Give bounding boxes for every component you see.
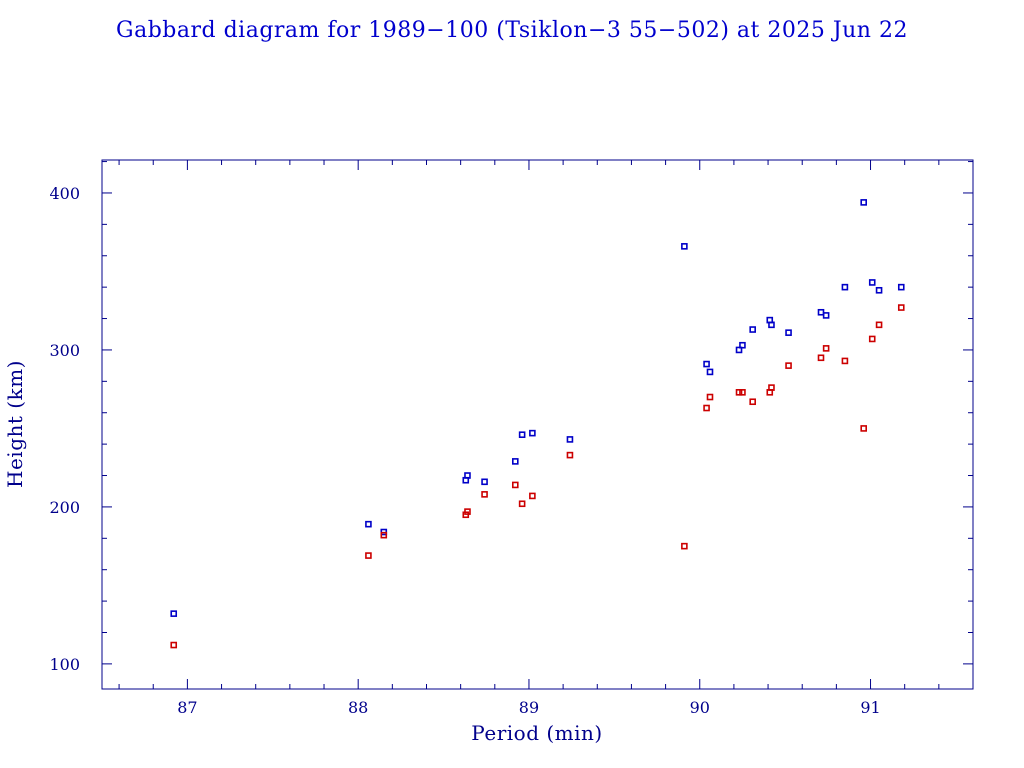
perigee-point [464,508,471,515]
perigee-point [681,542,688,550]
perigee-point [511,481,519,489]
apogee-point [875,286,883,294]
perigee-point [735,389,743,396]
perigee-point [749,398,756,406]
apogee-point [768,321,775,329]
perigee-point [529,492,536,500]
apogee-point [170,610,178,617]
perigee-point [897,304,905,311]
perigee-point [518,500,526,508]
apogee-point [464,472,471,479]
x-axis: 87 88 89 90 91 [118,160,974,717]
perigee-point [860,425,867,432]
apogee-point [817,308,825,316]
x-tick-label: 91 [860,698,880,717]
plot-frame [101,159,974,690]
perigee-point [875,321,883,329]
apogee-point [706,368,714,376]
chart-title: Gabbard diagram for 1989−100 (Tsiklon−3 … [116,18,908,43]
perigee-point [566,451,574,459]
x-tick-label: 90 [690,698,710,717]
apogee-point [703,360,710,368]
apogee-point [739,341,746,349]
data-points [170,199,905,649]
y-tick-label: 300 [49,341,80,360]
perigee-point [481,491,488,498]
perigee-point [365,552,372,559]
perigee-point [817,354,825,362]
x-tick-label: 89 [519,698,539,717]
perigee-point [841,357,849,365]
apogee-point [868,279,876,286]
y-tick-label: 400 [49,184,80,203]
perigee-point [380,531,388,539]
apogee-point [681,243,688,250]
apogee-point [785,329,792,336]
apogee-point [735,346,743,354]
perigee-point [739,389,746,396]
x-axis-label: Period (min) [471,721,602,745]
apogee-point [566,436,574,443]
perigee-point [703,404,710,412]
perigee-point [768,384,775,391]
apogee-point [749,326,756,333]
apogee-point [897,283,905,291]
apogee-point [518,431,526,439]
perigee-point [868,335,876,343]
x-tick-label: 87 [177,698,197,717]
apogee-point [481,478,488,486]
y-tick-label: 200 [49,498,80,517]
apogee-point [511,458,519,465]
apogee-point [365,520,372,528]
y-tick-label: 100 [49,655,80,674]
perigee-point [785,362,792,369]
apogee-point [860,199,867,206]
perigee-point [170,641,178,649]
apogee-point [822,312,830,319]
apogee-point [529,429,536,437]
y-axis: 100 200 300 400 [49,161,973,674]
perigee-point [822,345,830,352]
x-tick-label: 88 [348,698,368,717]
apogee-point [841,283,849,291]
y-axis-label: Height (km) [3,360,27,488]
perigee-point [706,393,714,401]
